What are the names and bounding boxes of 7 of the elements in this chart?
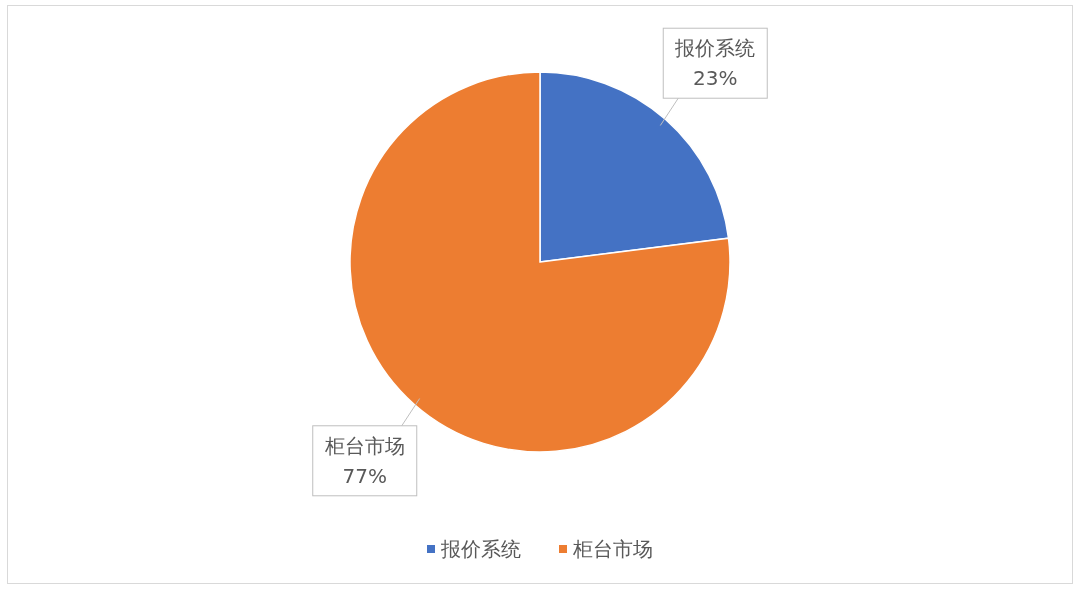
slice-label: 柜台市场 bbox=[323, 433, 405, 458]
data-label: 77% bbox=[342, 463, 387, 488]
slice-label: 报价系统 bbox=[674, 36, 756, 61]
legend-label: 柜台市场 bbox=[572, 537, 653, 561]
legend-label: 报价系统 bbox=[440, 537, 521, 561]
legend: 报价系统 柜台市场 bbox=[427, 537, 653, 561]
data-label: 23% bbox=[693, 66, 738, 91]
